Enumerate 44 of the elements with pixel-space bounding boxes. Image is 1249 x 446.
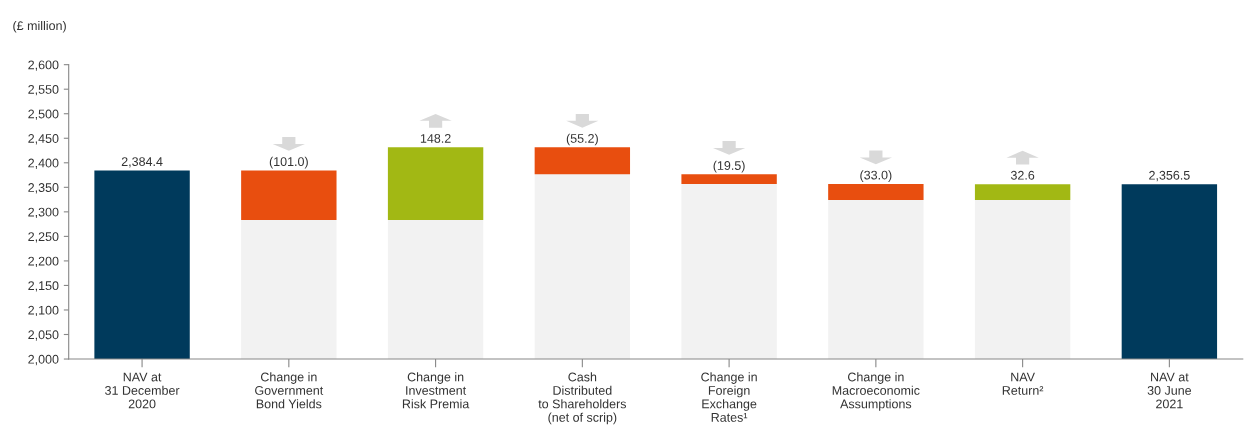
y-tick-label: 2,300 — [28, 207, 59, 218]
bar — [974, 200, 1071, 360]
bar — [387, 147, 484, 220]
x-tick-label: NAV at 30 June 2021 — [1147, 372, 1192, 409]
bar — [241, 219, 337, 360]
x-tick-label: Change in Investment Risk Premia — [402, 372, 470, 409]
data-label: (19.5) — [713, 160, 745, 173]
data-label: (33.0) — [860, 170, 892, 182]
data-label: 32.6 — [1010, 170, 1035, 180]
y-tick-label: 2,250 — [28, 232, 59, 243]
y-tick-label: 2,350 — [28, 183, 59, 194]
x-tick-label: Change in Foreign Exchange Rates¹ — [701, 372, 757, 422]
x-tick-label: NAV at 31 December 2020 — [105, 372, 180, 409]
y-tick-label: 2,000 — [28, 354, 59, 366]
data-label: (101.0) — [269, 156, 308, 169]
bar — [94, 170, 190, 360]
bar — [1121, 184, 1218, 360]
y-tick-label: 2,400 — [28, 158, 59, 169]
y-tick-label: 2,050 — [28, 330, 59, 341]
y-tick-label: 2,500 — [28, 109, 59, 120]
bar — [828, 183, 924, 201]
bar — [534, 174, 631, 360]
data-label: 2,356.5 — [1149, 170, 1190, 182]
bar — [681, 174, 777, 184]
bar — [241, 170, 337, 220]
y-tick-label: 2,450 — [28, 134, 59, 145]
x-tick-label: Change in Government Bond Yields — [255, 372, 324, 409]
y-tick-label: 2,100 — [28, 305, 59, 317]
data-label: (55.2) — [566, 133, 598, 146]
bar — [828, 200, 924, 360]
bar — [974, 184, 1071, 201]
bar — [681, 183, 777, 360]
data-label: 2,384.4 — [121, 157, 163, 168]
y-tick-label: 2,550 — [28, 85, 59, 96]
y-tick-label: 2,200 — [28, 256, 59, 268]
bar — [387, 219, 484, 360]
x-tick-label: Change in Macroeconomic Assumptions — [832, 372, 920, 411]
x-tick-label: NAV Return² — [1002, 372, 1044, 395]
bar — [534, 147, 631, 175]
y-tick-label: 2,600 — [28, 60, 59, 71]
data-label: 148.2 — [420, 134, 451, 143]
y-axis-title: (£ million) — [13, 20, 66, 33]
y-tick-label: 2,150 — [28, 281, 59, 292]
x-tick-label: Cash Distributed to Shareholders (net of scrip) — [538, 372, 627, 425]
